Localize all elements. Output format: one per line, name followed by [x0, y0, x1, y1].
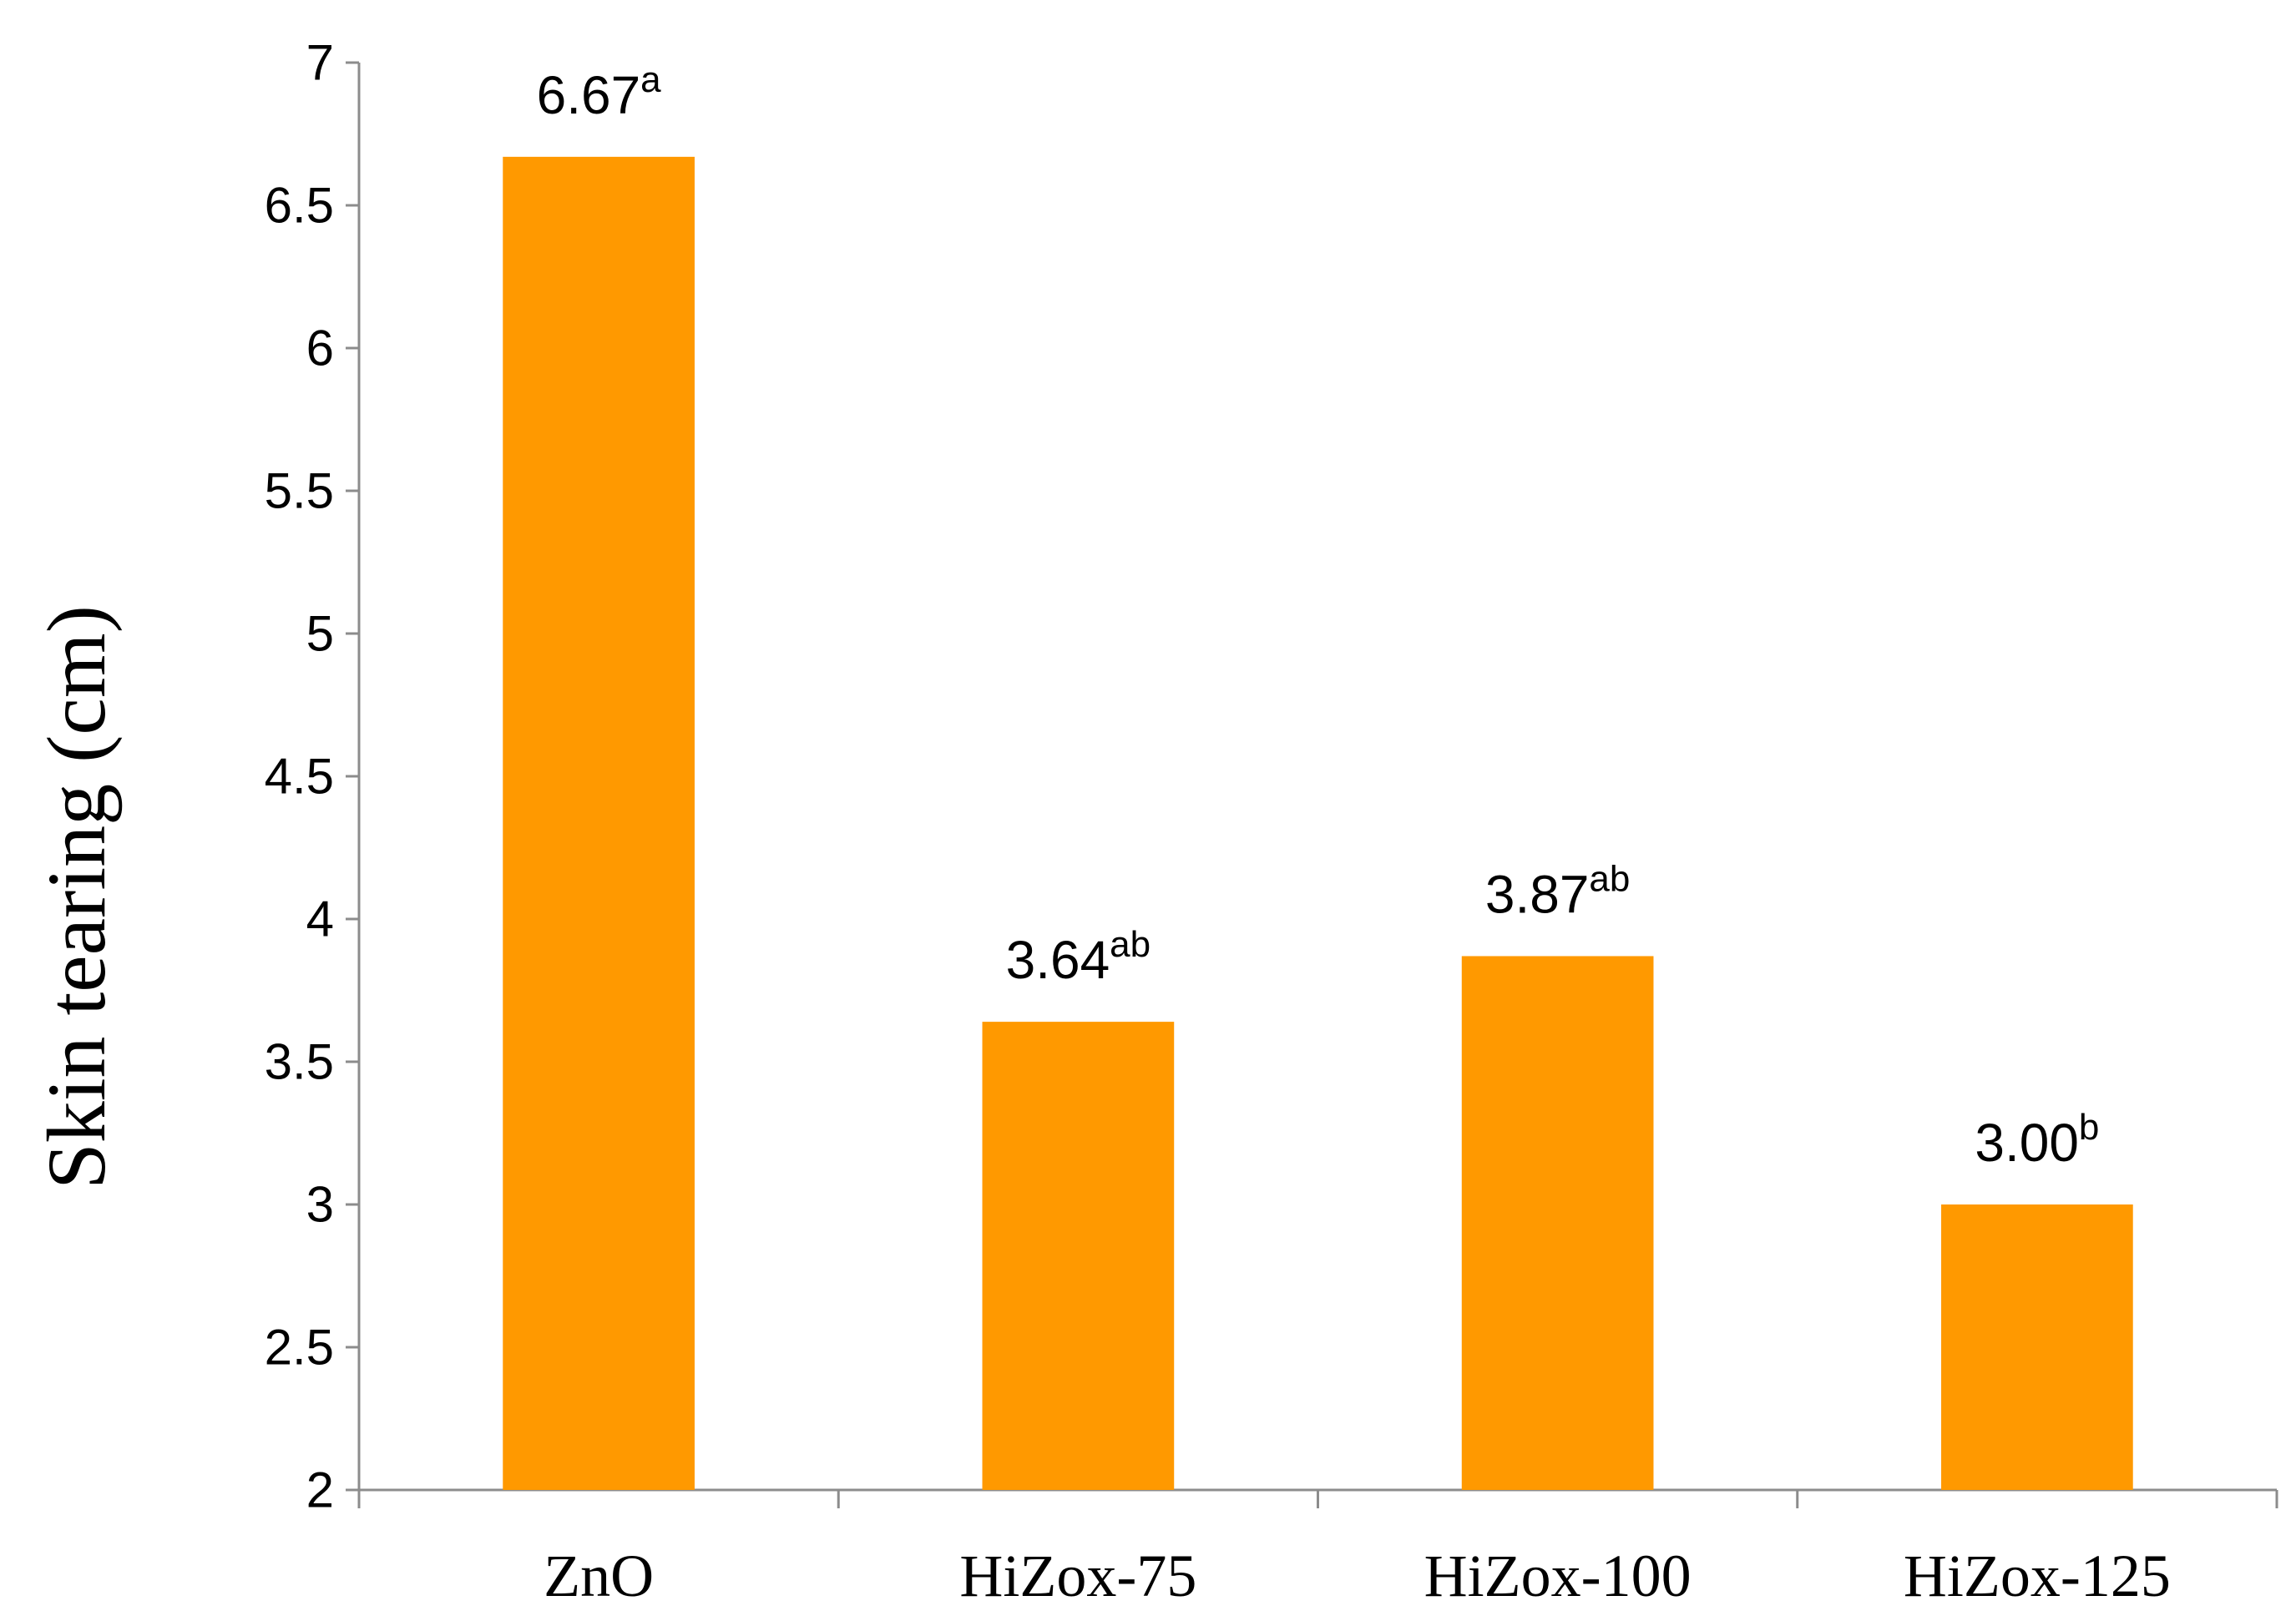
- y-tick-label: 3.5: [265, 1034, 334, 1090]
- y-tick-label: 5.5: [265, 463, 334, 519]
- data-label: 6.67a: [537, 59, 662, 125]
- y-tick-label: 6: [306, 321, 334, 376]
- x-tick-label: HiZox-100: [1424, 1543, 1692, 1609]
- data-label: 3.64ab: [1006, 924, 1151, 990]
- data-label-superscript: a: [640, 59, 661, 100]
- y-tick-label: 4: [306, 891, 334, 947]
- x-tick-label: ZnO: [544, 1543, 654, 1609]
- data-label: 3.87ab: [1485, 858, 1631, 924]
- data-label-superscript: ab: [1110, 924, 1151, 965]
- bars: [503, 156, 2133, 1491]
- bar: [982, 1022, 1175, 1490]
- y-axis: 2 2.5 3 3.5 4 4.5 5 5.5 6 6.5 7: [265, 35, 361, 1518]
- y-tick-label: 3: [306, 1177, 334, 1233]
- x-tick-label: HiZox-125: [1904, 1543, 2171, 1609]
- data-label-value: 6.67: [537, 65, 641, 125]
- bar: [1941, 1204, 2133, 1490]
- data-label-value: 3.64: [1006, 930, 1110, 990]
- y-tick-label: 2: [306, 1462, 334, 1518]
- y-axis-title: Skin tearing (cm): [30, 605, 123, 1189]
- data-label-superscript: b: [2079, 1107, 2099, 1148]
- y-tick-label: 6.5: [265, 178, 334, 234]
- bar: [503, 156, 695, 1491]
- y-tick-label: 7: [306, 35, 334, 91]
- data-label: 3.00b: [1975, 1107, 2099, 1173]
- x-tick-label: HiZox-75: [959, 1543, 1196, 1609]
- x-axis: ZnO HiZox-75 HiZox-100 HiZox-125: [357, 1488, 2278, 1609]
- data-label-value: 3.00: [1975, 1113, 2079, 1173]
- y-tick-label: 4.5: [265, 749, 334, 805]
- data-label-value: 3.87: [1485, 864, 1590, 924]
- y-tick-label: 2.5: [265, 1320, 334, 1376]
- bar: [1461, 956, 1654, 1490]
- data-label-superscript: ab: [1589, 858, 1630, 899]
- y-tick-label: 5: [306, 606, 334, 662]
